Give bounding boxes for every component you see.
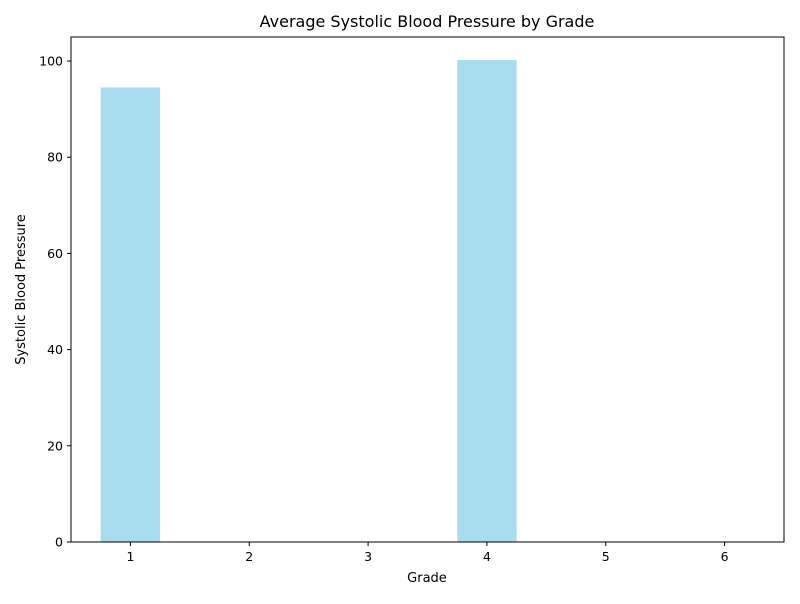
y-tick-label: 0 — [55, 535, 63, 550]
bar-grade-4 — [457, 60, 517, 542]
x-axis-ticks: 1 2 3 4 5 6 — [126, 542, 729, 564]
x-tick-label: 1 — [126, 549, 134, 564]
y-axis-label: Systolic Blood Pressure — [14, 214, 29, 365]
bar-grade-1 — [100, 87, 161, 542]
x-tick-label: 5 — [602, 549, 610, 564]
plot-frame — [70, 36, 785, 543]
y-axis-ticks: 0 20 40 60 80 100 — [39, 54, 71, 550]
x-tick-label: 4 — [483, 549, 491, 564]
y-tick-label: 20 — [47, 438, 63, 453]
x-tick-label: 2 — [245, 549, 253, 564]
chart-title: Average Systolic Blood Pressure by Grade — [260, 12, 595, 31]
x-tick-label: 3 — [364, 549, 372, 564]
x-axis-label: Grade — [407, 571, 447, 586]
bars-group — [100, 60, 517, 542]
y-tick-label: 40 — [47, 342, 63, 357]
y-tick-label: 100 — [39, 54, 63, 69]
y-tick-label: 60 — [47, 246, 63, 261]
x-tick-label: 6 — [721, 549, 729, 564]
y-tick-label: 80 — [47, 150, 63, 165]
